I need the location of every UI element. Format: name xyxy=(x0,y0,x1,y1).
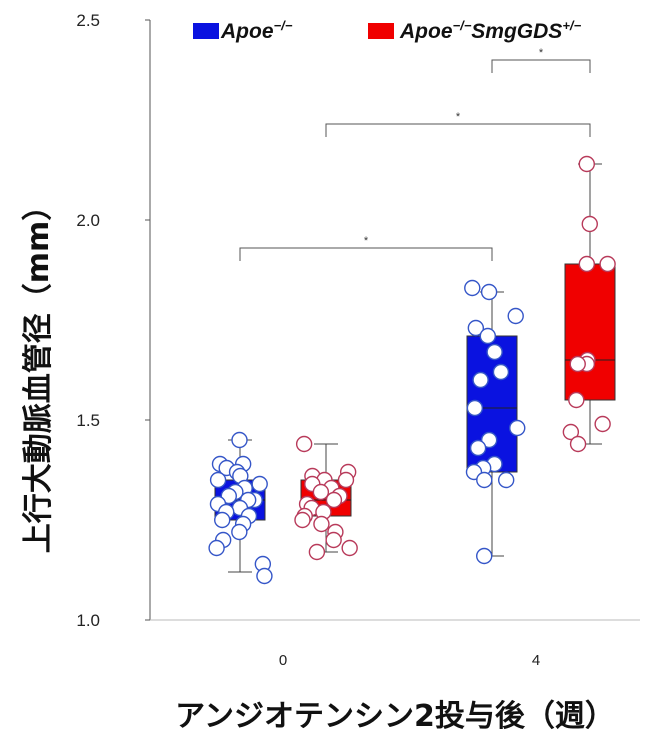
data-point xyxy=(480,431,498,449)
legend-label-apoe: Apoe−/− xyxy=(220,18,293,43)
data-point xyxy=(476,547,493,565)
data-point xyxy=(476,471,493,489)
data-point xyxy=(469,439,487,457)
data-point xyxy=(507,307,524,325)
significance-brackets: * * * xyxy=(239,47,591,261)
data-point xyxy=(295,435,313,453)
data-point xyxy=(599,255,616,273)
data-point xyxy=(251,475,268,493)
data-point xyxy=(214,511,231,529)
data-point xyxy=(509,419,526,437)
data-point xyxy=(208,539,225,557)
y-tick-label: 2.5 xyxy=(76,11,100,30)
points-group xyxy=(208,155,616,585)
significance-label: * xyxy=(456,111,461,123)
axis-titles: 上行大動脈血管径（mm） アンジオテンシン2投与後（週） xyxy=(21,191,615,734)
y-tick-label: 1.5 xyxy=(76,411,100,430)
y-tick-label: 1.0 xyxy=(76,611,100,630)
significance-bracket xyxy=(325,123,591,137)
data-point xyxy=(568,391,585,409)
data-point xyxy=(562,423,580,441)
data-point xyxy=(325,531,342,549)
data-point xyxy=(486,343,503,361)
significance-label: * xyxy=(364,235,369,247)
box-group xyxy=(214,163,616,573)
x-axis-title: アンジオテンシン2投与後（週） xyxy=(175,699,615,734)
y-tick-label: 2.0 xyxy=(76,211,100,230)
data-point xyxy=(578,255,596,273)
data-point xyxy=(312,483,330,501)
data-point xyxy=(467,319,485,337)
data-point xyxy=(209,471,227,489)
data-point xyxy=(231,431,248,449)
data-point xyxy=(492,363,510,381)
data-point xyxy=(581,215,598,233)
data-point xyxy=(325,491,343,509)
data-point xyxy=(308,543,326,561)
legend-label-apoe-smggds: Apoe−/−SmgGDS+/− xyxy=(399,18,582,43)
y-axis-title: 上行大動脈血管径（mm） xyxy=(21,191,56,554)
x-tick-label: 0 xyxy=(279,652,287,669)
significance-label: * xyxy=(539,47,544,59)
box xyxy=(564,263,616,401)
significance-bracket xyxy=(491,59,591,73)
data-point xyxy=(220,487,237,505)
significance-bracket xyxy=(239,247,493,261)
legend: Apoe−/− Apoe−/−SmgGDS+/− xyxy=(193,18,582,43)
axes-group: 1.0 1.5 2.0 2.5 0 4 xyxy=(76,11,640,669)
data-point xyxy=(569,435,587,453)
data-point xyxy=(594,415,611,433)
data-point xyxy=(341,539,358,557)
data-point xyxy=(578,155,595,173)
legend-swatch-apoe-smggds xyxy=(368,23,394,39)
data-point xyxy=(479,327,497,345)
data-point xyxy=(497,471,515,489)
data-point xyxy=(472,371,489,389)
data-point xyxy=(464,279,481,297)
data-point xyxy=(313,515,330,533)
data-point xyxy=(294,511,311,529)
data-point xyxy=(256,567,273,585)
data-point xyxy=(231,523,248,541)
legend-swatch-apoe xyxy=(193,23,219,39)
data-point xyxy=(337,471,355,489)
data-point xyxy=(480,283,498,301)
x-tick-label: 4 xyxy=(532,652,540,669)
data-point xyxy=(569,355,586,373)
data-point xyxy=(466,399,484,417)
